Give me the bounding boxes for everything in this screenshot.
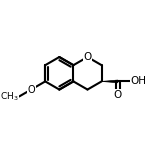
Text: CH$_3$: CH$_3$ [0, 90, 19, 103]
Text: OH: OH [130, 76, 146, 86]
Text: O: O [114, 90, 122, 100]
Polygon shape [102, 80, 118, 83]
Text: O: O [27, 85, 35, 95]
Text: O: O [83, 52, 92, 62]
